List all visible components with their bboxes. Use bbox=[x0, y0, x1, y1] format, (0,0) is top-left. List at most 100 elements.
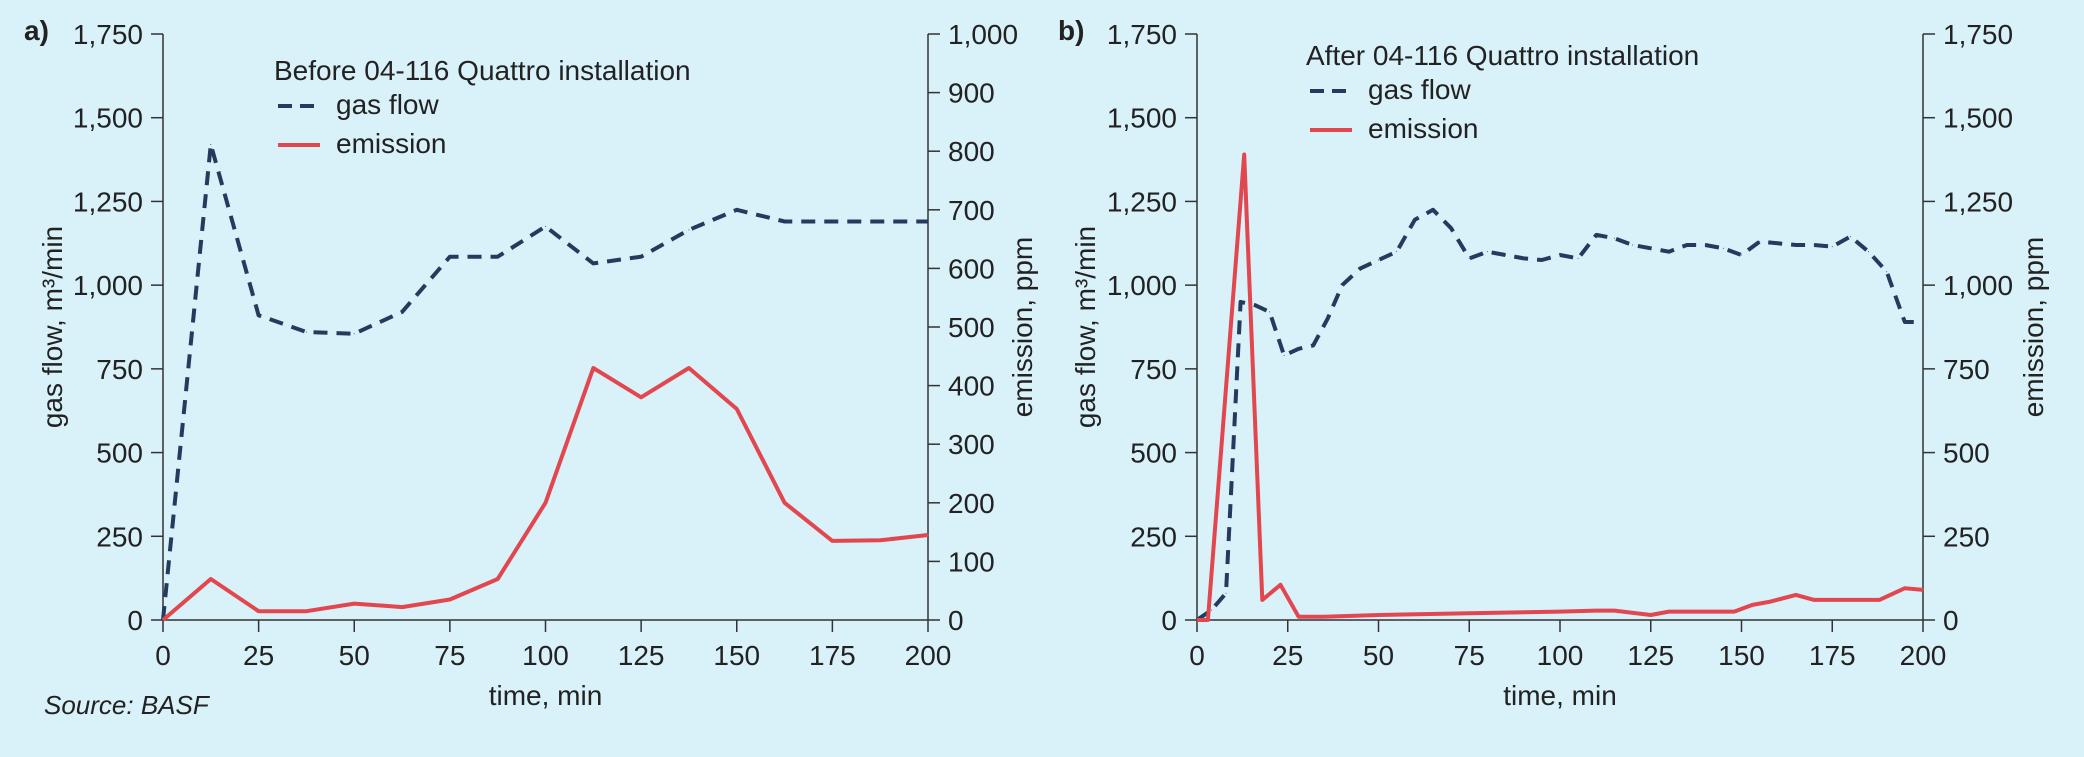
gas-flow-data-point bbox=[1849, 236, 1851, 238]
gas-flow-data-point bbox=[1795, 244, 1797, 246]
gas-flow-data-point bbox=[1211, 609, 1213, 611]
y-right-tick-label: 500 bbox=[948, 312, 995, 343]
legend-gas-flow-label: gas flow bbox=[336, 89, 439, 120]
gas-flow-data-point bbox=[1650, 247, 1652, 249]
gas-flow-data-point bbox=[1741, 254, 1742, 256]
gas-flow-data-point bbox=[1523, 257, 1525, 259]
x-tick-label: 150 bbox=[1718, 640, 1765, 671]
x-tick-label: 150 bbox=[713, 640, 760, 671]
x-tick-label: 125 bbox=[618, 640, 665, 671]
emission-data-point bbox=[1813, 599, 1815, 601]
emission-data-point bbox=[353, 603, 355, 605]
y-left-tick-label: 1,750 bbox=[73, 19, 143, 50]
y-right-tick-label: 600 bbox=[948, 253, 995, 284]
emission-data-point bbox=[784, 502, 786, 504]
emission-data-point bbox=[1613, 610, 1615, 612]
panel-label: b) bbox=[1058, 15, 1084, 46]
x-tick-label: 125 bbox=[1627, 640, 1674, 671]
y-right-axis-label: emission, ppm bbox=[2018, 237, 2049, 418]
x-tick-label: 0 bbox=[1189, 640, 1205, 671]
emission-data-point bbox=[1595, 610, 1597, 612]
emission-data-point bbox=[162, 619, 164, 621]
emission-data-point bbox=[1668, 611, 1670, 613]
emission-data-point bbox=[1922, 589, 1924, 591]
y-right-tick-label: 100 bbox=[948, 546, 995, 577]
x-tick-label: 200 bbox=[905, 640, 952, 671]
gas-flow-data-point bbox=[736, 209, 738, 211]
emission-data-point bbox=[258, 610, 260, 612]
legend-gas-flow-label: gas flow bbox=[1368, 74, 1471, 105]
emission-data-point bbox=[1650, 614, 1652, 616]
legend-emission-label: emission bbox=[1368, 113, 1478, 144]
emission-data-point bbox=[1751, 604, 1753, 606]
x-tick-label: 175 bbox=[1809, 640, 1856, 671]
y-left-tick-label: 1,500 bbox=[73, 103, 143, 134]
gas-flow-data-point bbox=[210, 144, 212, 146]
gas-flow-data-point bbox=[592, 262, 594, 264]
gas-flow-data-point bbox=[1831, 246, 1833, 248]
gas-flow-data-point bbox=[784, 221, 786, 223]
gas-flow-data-point bbox=[640, 256, 642, 258]
gas-flow-data-point bbox=[1613, 237, 1615, 239]
gas-flow-data-point bbox=[353, 333, 355, 335]
legend-emission-label: emission bbox=[336, 128, 446, 159]
x-axis-label: time, min bbox=[489, 680, 603, 711]
gas-flow-series-line bbox=[161, 142, 928, 621]
y-left-tick-label: 0 bbox=[127, 605, 143, 636]
source-note: Source: BASF bbox=[44, 690, 211, 720]
y-left-axis-label: gas flow, m³/min bbox=[37, 226, 68, 428]
chart-title: After 04-116 Quattro installation bbox=[1306, 40, 1699, 71]
gas-flow-data-point bbox=[449, 256, 451, 258]
y-left-tick-label: 1,250 bbox=[1107, 186, 1177, 217]
gas-flow-data-point bbox=[1359, 267, 1361, 269]
y-left-tick-label: 500 bbox=[1130, 438, 1177, 469]
y-right-tick-label: 1,750 bbox=[1943, 19, 2013, 50]
y-left-tick-label: 1,250 bbox=[73, 186, 143, 217]
y-right-tick-label: 250 bbox=[1943, 521, 1990, 552]
gas-flow-series-line bbox=[1195, 207, 1923, 622]
gas-flow-data-point bbox=[1414, 219, 1416, 221]
panel-b: 02505007501,0001,2501,5001,7500250500750… bbox=[1058, 15, 2049, 711]
emission-data-point bbox=[927, 534, 929, 536]
emission-data-point bbox=[1704, 611, 1706, 613]
y-left-tick-label: 1,750 bbox=[1107, 19, 1177, 50]
y-right-tick-label: 0 bbox=[1943, 605, 1959, 636]
emission-data-point bbox=[1795, 594, 1797, 596]
x-tick-label: 100 bbox=[522, 640, 569, 671]
gas-flow-data-point bbox=[1341, 284, 1343, 286]
gas-flow-data-point bbox=[1541, 259, 1543, 261]
emission-series-line bbox=[1197, 152, 1924, 622]
gas-flow-data-point bbox=[1904, 321, 1906, 323]
emission-data-point bbox=[401, 606, 403, 608]
gas-flow-data-point bbox=[1396, 251, 1398, 253]
y-left-tick-label: 0 bbox=[1161, 605, 1177, 636]
emission-data-point bbox=[1733, 611, 1735, 613]
gas-flow-data-point bbox=[545, 226, 546, 228]
emission-data-point bbox=[1323, 616, 1325, 618]
y-right-tick-label: 1,250 bbox=[1943, 186, 2013, 217]
y-left-tick-label: 1,000 bbox=[1107, 270, 1177, 301]
gas-flow-data-point bbox=[927, 221, 929, 223]
gas-flow-data-point bbox=[305, 331, 307, 333]
emission-data-point bbox=[449, 598, 451, 600]
gas-flow-data-point bbox=[1225, 592, 1227, 594]
y-right-axis-label: emission, ppm bbox=[1007, 237, 1038, 418]
y-left-tick-label: 750 bbox=[96, 354, 143, 385]
emission-data-point bbox=[1196, 619, 1198, 621]
emission-data-point bbox=[497, 578, 499, 580]
y-left-tick-label: 250 bbox=[96, 521, 143, 552]
gas-flow-data-point bbox=[1559, 254, 1561, 256]
y-left-tick-label: 1,500 bbox=[1107, 103, 1177, 134]
y-right-tick-label: 400 bbox=[948, 371, 995, 402]
gas-flow-data-point bbox=[1450, 227, 1452, 229]
x-tick-label: 25 bbox=[243, 640, 274, 671]
chart-title: Before 04-116 Quattro installation bbox=[274, 55, 691, 86]
y-left-tick-label: 500 bbox=[96, 438, 143, 469]
y-right-tick-label: 0 bbox=[948, 605, 964, 636]
emission-data-point bbox=[210, 578, 212, 580]
gas-flow-data-point bbox=[1813, 244, 1815, 246]
gas-flow-data-point bbox=[497, 256, 499, 258]
y-right-tick-label: 1,500 bbox=[1943, 103, 2013, 134]
x-tick-label: 200 bbox=[1900, 640, 1947, 671]
y-left-tick-label: 750 bbox=[1130, 354, 1177, 385]
